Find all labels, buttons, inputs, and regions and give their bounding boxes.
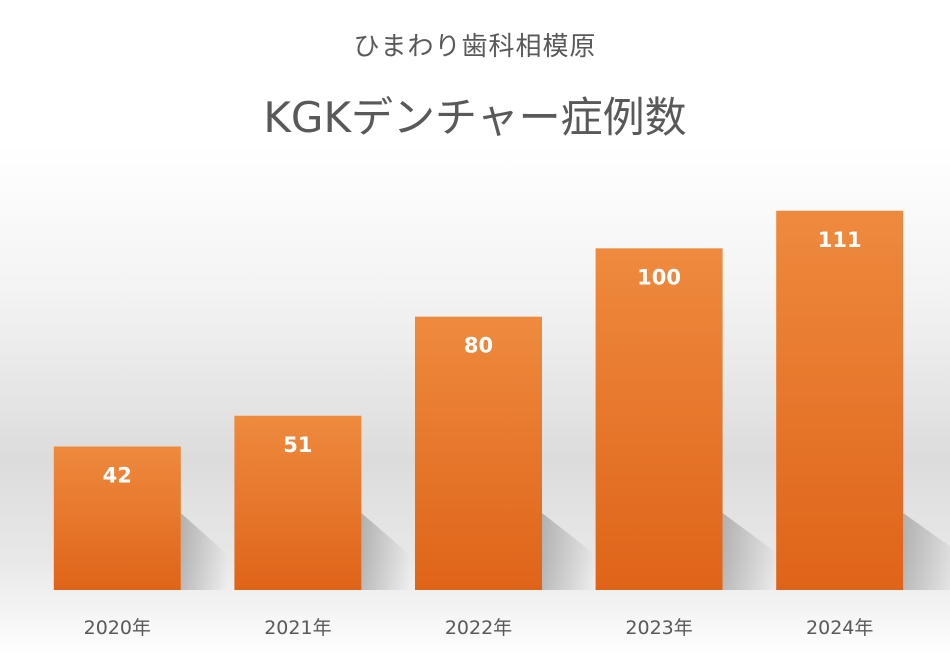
- bar-shadow: [361, 513, 411, 590]
- bar-2023年: [595, 248, 723, 591]
- bar-2024年: [776, 210, 904, 590]
- bar-shadow: [542, 513, 596, 590]
- bar-shadow: [903, 513, 950, 590]
- data-label: 42: [103, 464, 132, 488]
- x-tick-label: 2021年: [264, 617, 331, 639]
- bar-shadow: [180, 513, 228, 590]
- x-tick-label: 2024年: [806, 617, 873, 639]
- data-label: 100: [637, 265, 681, 289]
- x-tick-label: 2022年: [445, 617, 512, 639]
- x-tick-label: 2023年: [625, 617, 692, 639]
- data-label: 80: [464, 334, 493, 358]
- chart-title: KGKデンチャー症例数: [263, 93, 687, 142]
- bar-2022年: [415, 316, 542, 590]
- chart-subtitle: ひまわり歯科相模原: [353, 32, 597, 62]
- bar-shadow: [722, 513, 780, 590]
- bar-2020年: [53, 446, 181, 590]
- bar-2021年: [234, 415, 362, 590]
- data-label: 51: [283, 433, 312, 457]
- data-label: 111: [818, 228, 862, 252]
- x-tick-label: 2020年: [84, 617, 151, 639]
